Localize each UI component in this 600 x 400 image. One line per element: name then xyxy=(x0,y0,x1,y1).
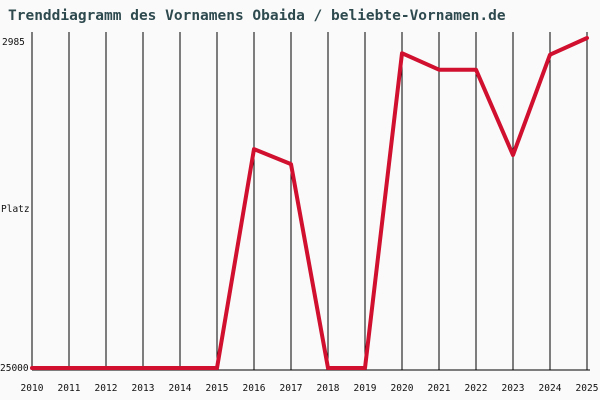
x-tick-label: 2018 xyxy=(317,383,340,394)
x-tick-label: 2024 xyxy=(539,383,562,394)
grid-lines xyxy=(68,32,588,370)
x-tick-label: 2021 xyxy=(428,383,451,394)
y-tick-label-bottom: 25000 xyxy=(0,363,29,374)
x-tick-label: 2014 xyxy=(169,383,192,394)
x-tick-label: 2023 xyxy=(502,383,525,394)
x-tick-label: 2019 xyxy=(354,383,377,394)
x-tick-labels: 2010 2011 2012 2013 2014 2015 2016 2017 2018 2019… xyxy=(21,383,599,394)
x-tick-label: 2016 xyxy=(243,383,266,394)
x-tick-label: 2020 xyxy=(391,383,414,394)
y-tick-label-top: 2985 xyxy=(2,37,25,48)
x-tick-label: 2010 xyxy=(21,383,44,394)
x-tick-label: 2025 xyxy=(576,383,599,394)
x-tick-label: 2012 xyxy=(95,383,118,394)
chart-title: Trenddiagramm des Vornamens Obaida / bel… xyxy=(8,8,506,24)
x-tick-label: 2013 xyxy=(132,383,155,394)
x-tick-label: 2015 xyxy=(206,383,229,394)
series-line xyxy=(30,36,589,370)
x-tick-label: 2022 xyxy=(465,383,488,394)
x-tick-label: 2011 xyxy=(58,383,81,394)
x-tick-label: 2017 xyxy=(280,383,303,394)
y-axis-label: Platz xyxy=(1,204,30,215)
